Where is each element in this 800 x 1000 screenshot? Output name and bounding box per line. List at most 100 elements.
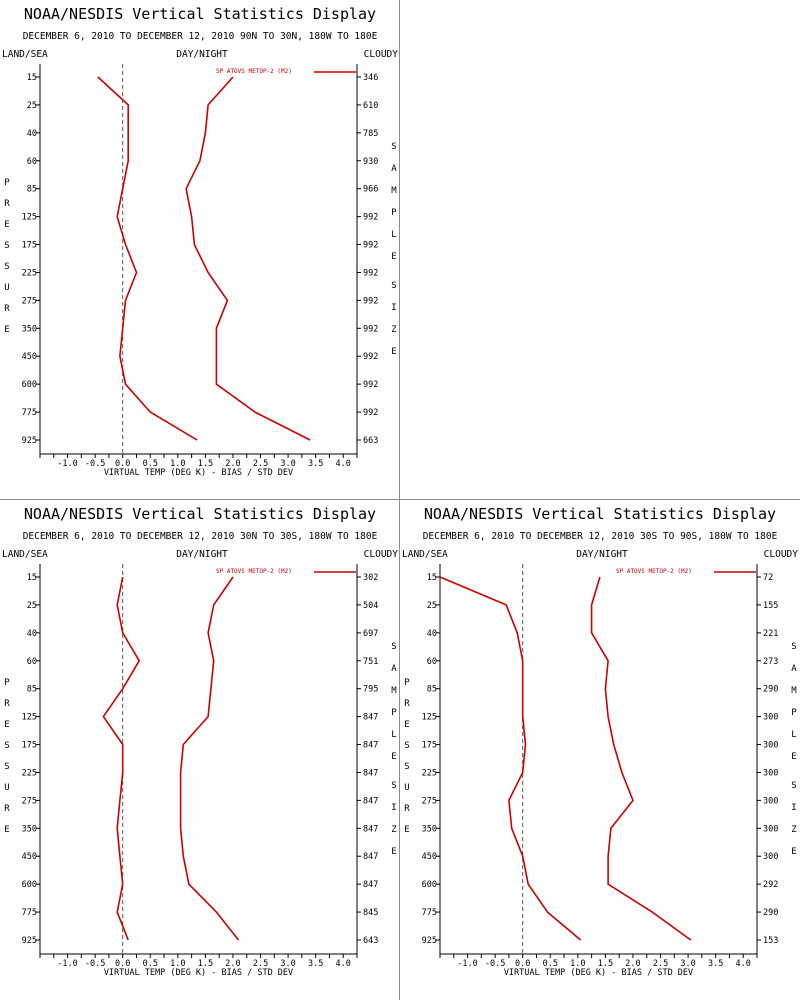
chart-2-pressure-axis-letter: R — [404, 699, 410, 709]
chart-1-left-header: LAND/SEA — [2, 549, 48, 560]
chart-1-pressure-label: 40 — [27, 629, 37, 639]
chart-2-sample-size-label: 292 — [763, 880, 778, 890]
chart-1-sample-size-label: 847 — [363, 768, 378, 778]
chart-panel-90n-30n: NOAA/NESDIS Vertical Statistics Display D… — [0, 0, 400, 500]
chart-1-sample-axis-letter: A — [391, 664, 397, 674]
chart-0-pressure-axis-letter: E — [4, 325, 9, 335]
chart-0-pressure-label: 450 — [22, 352, 37, 362]
chart-0-pressure-axis-letter: S — [4, 241, 9, 251]
chart-0-sample-size-label: 610 — [363, 101, 378, 111]
chart-2-subtitle: DECEMBER 6, 2010 TO DECEMBER 12, 2010 30… — [423, 531, 778, 542]
chart-0-subtitle: DECEMBER 6, 2010 TO DECEMBER 12, 2010 90… — [23, 31, 378, 42]
panel-divider-horizontal — [0, 499, 800, 500]
chart-2-sample-axis-letter: E — [791, 847, 796, 857]
chart-0-pressure-axis-letter: U — [4, 283, 9, 293]
chart-2-pressure-label: 225 — [422, 768, 437, 778]
chart-2-sample-size-label: 300 — [763, 824, 778, 834]
chart-2-sample-size-label: 290 — [763, 908, 778, 918]
chart-2-pressure-label: 85 — [427, 685, 437, 695]
chart-0-x-tick-label: 0.5 — [143, 459, 158, 469]
chart-0-sample-axis-letter: L — [391, 230, 396, 240]
chart-2-sample-axis-letter: M — [791, 686, 797, 696]
chart-1-pressure-label: 350 — [22, 824, 37, 834]
chart-2-pressure-label: 25 — [427, 601, 437, 611]
chart-0-sample-size-label: 992 — [363, 268, 378, 278]
chart-0-pressure-label: 85 — [27, 185, 37, 195]
chart-2-sample-axis-letter: L — [791, 730, 796, 740]
chart-1-x-tick-label: -0.5 — [85, 959, 105, 969]
chart-2-pressure-label: 275 — [422, 796, 437, 806]
chart-0-x-tick-label: 3.0 — [280, 459, 295, 469]
chart-2-sample-axis-letter: S — [791, 642, 796, 652]
chart-1-sample-size-label: 847 — [363, 713, 378, 723]
chart-2-pressure-label: 450 — [422, 852, 437, 862]
chart-0-sample-size-label: 992 — [363, 241, 378, 251]
chart-0-title: NOAA/NESDIS Vertical Statistics Display — [24, 5, 376, 23]
chart-2-sample-size-label: 300 — [763, 796, 778, 806]
chart-1-sample-size-label: 302 — [363, 573, 378, 583]
chart-0-sample-axis-letter: E — [391, 252, 396, 262]
chart-2-left-header: LAND/SEA — [402, 549, 448, 560]
chart-2-x-tick-label: 0.0 — [515, 959, 530, 969]
chart-1-svg: NOAA/NESDIS Vertical Statistics Display D… — [2, 505, 398, 978]
chart-2-sample-size-label: 72 — [763, 573, 773, 583]
chart-0-sample-size-label: 966 — [363, 185, 378, 195]
chart-2-legend-label: SP ATOVS METOP-2 (M2) — [616, 568, 692, 575]
chart-2-x-tick-label: 4.0 — [736, 959, 751, 969]
chart-2-sample-size-label: 300 — [763, 768, 778, 778]
chart-1-sample-size-label: 697 — [363, 629, 378, 639]
chart-2-sample-axis-letter: P — [791, 708, 797, 718]
chart-1-x-tick-label: 4.0 — [336, 959, 351, 969]
chart-1-sample-axis-letter: I — [391, 803, 396, 813]
chart-0-sample-size-label: 346 — [363, 73, 378, 83]
chart-0-svg: NOAA/NESDIS Vertical Statistics Display D… — [2, 5, 398, 478]
chart-0-sample-size-label: 992 — [363, 352, 378, 362]
chart-1-x-tick-label: 3.0 — [280, 959, 295, 969]
chart-0-pressure-label: 925 — [22, 436, 37, 446]
chart-0-sample-axis-letter: P — [391, 208, 397, 218]
chart-2-right-header: CLOUDY — [764, 549, 799, 560]
chart-2-pressure-axis-letter: S — [404, 762, 409, 772]
chart-0-pressure-label: 15 — [27, 73, 37, 83]
chart-2-x-tick-label: 1.5 — [598, 959, 613, 969]
chart-2-title: NOAA/NESDIS Vertical Statistics Display — [424, 505, 776, 523]
chart-0-sample-size-label: 992 — [363, 296, 378, 306]
chart-0-series-std-dev — [185, 76, 311, 441]
chart-2-sample-axis-letter: Z — [791, 825, 797, 835]
chart-2-pressure-axis-letter: E — [404, 825, 409, 835]
chart-1-x-tick-label: 0.0 — [115, 959, 130, 969]
chart-2-sample-size-label: 300 — [763, 713, 778, 723]
chart-1-pressure-label: 60 — [27, 657, 37, 667]
chart-0-pressure-axis-letter: R — [4, 199, 10, 209]
chart-0-x-tick-label: 1.0 — [170, 459, 185, 469]
chart-2-x-axis-label: VIRTUAL TEMP (DEG K) - BIAS / STD DEV — [504, 968, 693, 978]
chart-2-series-bias — [439, 576, 582, 941]
chart-1-pressure-label: 225 — [22, 768, 37, 778]
chart-1-title: NOAA/NESDIS Vertical Statistics Display — [24, 505, 376, 523]
chart-1-sample-size-label: 643 — [363, 936, 378, 946]
chart-1-sample-axis-letter: S — [391, 642, 396, 652]
chart-panel-30s-90s: NOAA/NESDIS Vertical Statistics Display D… — [400, 500, 800, 1000]
chart-2-x-tick-label: 0.5 — [543, 959, 558, 969]
chart-0-pressure-label: 125 — [22, 213, 37, 223]
chart-1-x-tick-label: 1.5 — [198, 959, 213, 969]
chart-1-x-axis-label: VIRTUAL TEMP (DEG K) - BIAS / STD DEV — [104, 968, 293, 978]
chart-2-sample-axis-letter: A — [791, 664, 797, 674]
chart-2-pressure-axis-letter: P — [404, 678, 410, 688]
chart-1-x-tick-label: 2.5 — [253, 959, 268, 969]
chart-2-x-tick-label: 3.0 — [680, 959, 695, 969]
chart-0-sample-axis-letter: S — [391, 142, 396, 152]
chart-1-legend-label: SP ATOVS METOP-2 (M2) — [216, 568, 292, 575]
chart-0-sample-axis-letter: I — [391, 303, 396, 313]
chart-1-sample-axis-letter: P — [391, 708, 397, 718]
chart-0-x-axis-label: VIRTUAL TEMP (DEG K) - BIAS / STD DEV — [104, 468, 293, 478]
chart-0-pressure-label: 775 — [22, 408, 37, 418]
chart-0-pressure-axis-letter: R — [4, 304, 10, 314]
chart-1-x-tick-label: -1.0 — [57, 959, 77, 969]
chart-0-sample-axis-letter: Z — [391, 325, 397, 335]
chart-0-x-tick-label: -1.0 — [57, 459, 77, 469]
chart-2-x-tick-label: 1.0 — [570, 959, 585, 969]
chart-1-pressure-label: 600 — [22, 880, 37, 890]
chart-2-sample-size-label: 300 — [763, 852, 778, 862]
chart-2-sample-size-label: 300 — [763, 741, 778, 751]
